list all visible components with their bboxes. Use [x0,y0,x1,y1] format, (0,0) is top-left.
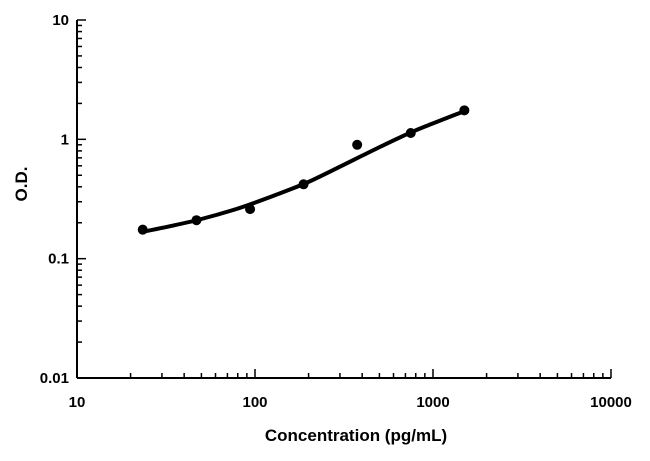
y-tick-label: 0.1 [48,251,69,268]
y-tick-label: 0.01 [40,370,69,387]
data-points [137,105,470,235]
axis-labels: Concentration (pg/mL) O.D. [12,167,447,445]
fit-curve-layer [140,109,467,234]
data-point [352,139,363,150]
data-point [245,204,256,215]
data-point [137,224,148,235]
data-point [459,105,470,116]
x-tick-label: 10 [69,394,86,411]
data-point [191,215,202,226]
y-axis-title: O.D. [12,167,31,202]
data-point [298,179,309,190]
axis-ticks: 10 100 1000 10000 10 1 0.1 0.01 [40,12,632,411]
y-tick-label: 10 [52,12,69,29]
y-tick-label: 1 [61,131,69,148]
x-tick-label: 10000 [590,394,632,411]
x-tick-label: 1000 [416,394,449,411]
data-point [405,127,416,138]
x-axis-title: Concentration (pg/mL) [265,426,447,445]
fit-curve [140,109,467,234]
x-tick-label: 100 [242,394,267,411]
axes [76,20,611,379]
